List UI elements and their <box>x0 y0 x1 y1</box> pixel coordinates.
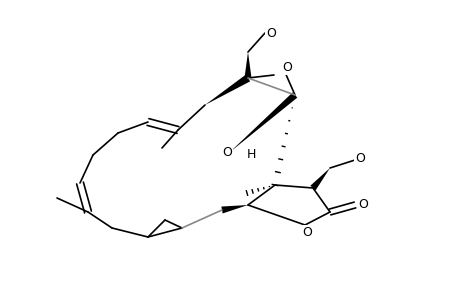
Polygon shape <box>310 168 329 190</box>
Text: O: O <box>222 146 231 158</box>
Polygon shape <box>205 75 250 105</box>
Polygon shape <box>244 52 251 78</box>
Polygon shape <box>230 92 297 152</box>
Text: O: O <box>281 61 291 74</box>
Polygon shape <box>221 205 247 213</box>
Text: O: O <box>265 26 275 40</box>
Text: O: O <box>357 199 367 212</box>
Text: H: H <box>246 148 255 161</box>
Text: O: O <box>354 152 364 164</box>
Text: O: O <box>302 226 311 239</box>
